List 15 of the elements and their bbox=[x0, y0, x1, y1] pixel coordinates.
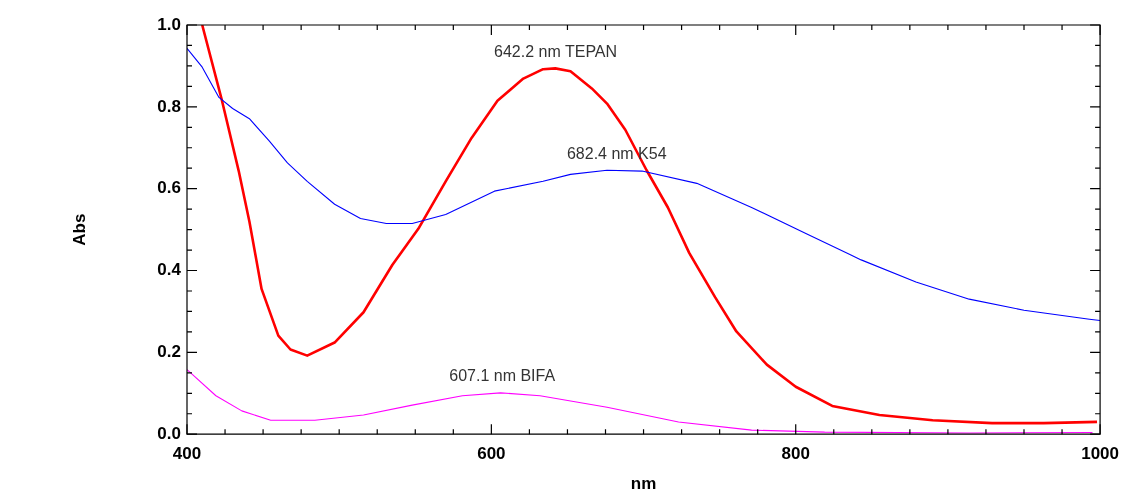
x-axis-title: nm bbox=[630, 474, 657, 494]
x-tick-label: 400 bbox=[172, 444, 202, 464]
annotation: 642.2 nm TEPAN bbox=[494, 42, 618, 60]
x-tick-label: 600 bbox=[477, 444, 506, 464]
annotation: 682.4 nm K54 bbox=[566, 144, 667, 162]
y-tick-label: 1.0 bbox=[157, 14, 181, 34]
y-tick-label: 0.2 bbox=[157, 342, 181, 362]
y-tick-label: 0.6 bbox=[157, 178, 181, 198]
y-tick-label: 0.8 bbox=[157, 96, 181, 116]
y-tick-label: 0.4 bbox=[157, 260, 182, 280]
annotation: 607.1 nm BIFA bbox=[449, 367, 556, 385]
y-axis-title: Abs bbox=[69, 213, 89, 246]
x-tick-label: 1000 bbox=[1081, 444, 1119, 464]
x-tick-label: 800 bbox=[781, 444, 810, 464]
y-tick-label: 0.0 bbox=[157, 423, 181, 443]
